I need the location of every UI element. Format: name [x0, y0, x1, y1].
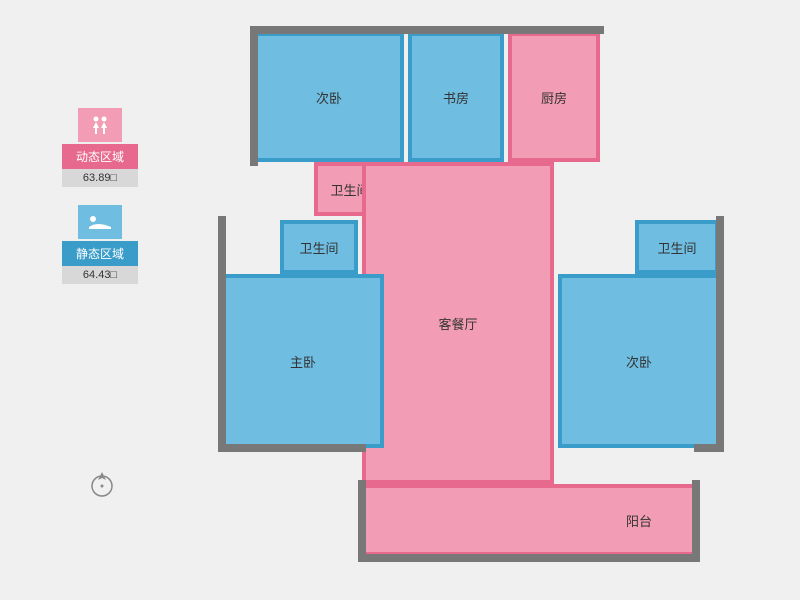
- wall-0: [250, 26, 604, 34]
- wall-1: [250, 26, 258, 166]
- room-label: 卫生间: [657, 238, 696, 257]
- room-label: 客餐厅: [438, 314, 477, 333]
- legend-dynamic-value: 63.89□: [62, 169, 138, 187]
- wall-7: [358, 554, 700, 562]
- legend-dynamic-label: 动态区域: [62, 144, 138, 169]
- wall-6: [358, 480, 366, 562]
- room-6: 卫生间: [635, 220, 719, 274]
- room-7: 主卧: [222, 274, 384, 448]
- legend-static: 静态区域 64.43□: [62, 205, 138, 284]
- wall-3: [218, 444, 366, 452]
- legend-static-value: 64.43□: [62, 266, 138, 284]
- wall-4: [716, 216, 724, 450]
- room-9: 阳台: [362, 484, 696, 556]
- room-0: 次卧: [254, 32, 404, 162]
- legend: 动态区域 63.89□ 静态区域 64.43□: [62, 108, 138, 302]
- wall-2: [218, 216, 226, 450]
- rest-icon: [78, 205, 122, 239]
- room-label: 次卧: [626, 352, 652, 371]
- wall-8: [692, 480, 700, 562]
- room-1: 书房: [408, 32, 504, 162]
- compass-icon: [88, 470, 116, 498]
- room-2: 厨房: [508, 32, 600, 162]
- room-label: 书房: [443, 88, 469, 107]
- legend-dynamic: 动态区域 63.89□: [62, 108, 138, 187]
- room-5: 客餐厅: [362, 162, 554, 484]
- room-8: 次卧: [558, 274, 720, 448]
- room-label: 次卧: [316, 88, 342, 107]
- floorplan: 次卧书房厨房卫生间卫生间客餐厅卫生间主卧次卧阳台: [222, 24, 720, 570]
- room-4: 卫生间: [280, 220, 358, 274]
- room-label: 阳台: [626, 511, 652, 530]
- room-label: 卫生间: [299, 238, 338, 257]
- room-label: 主卧: [290, 352, 316, 371]
- legend-static-label: 静态区域: [62, 241, 138, 266]
- people-icon: [78, 108, 122, 142]
- wall-5: [694, 444, 724, 452]
- room-label: 厨房: [541, 88, 567, 107]
